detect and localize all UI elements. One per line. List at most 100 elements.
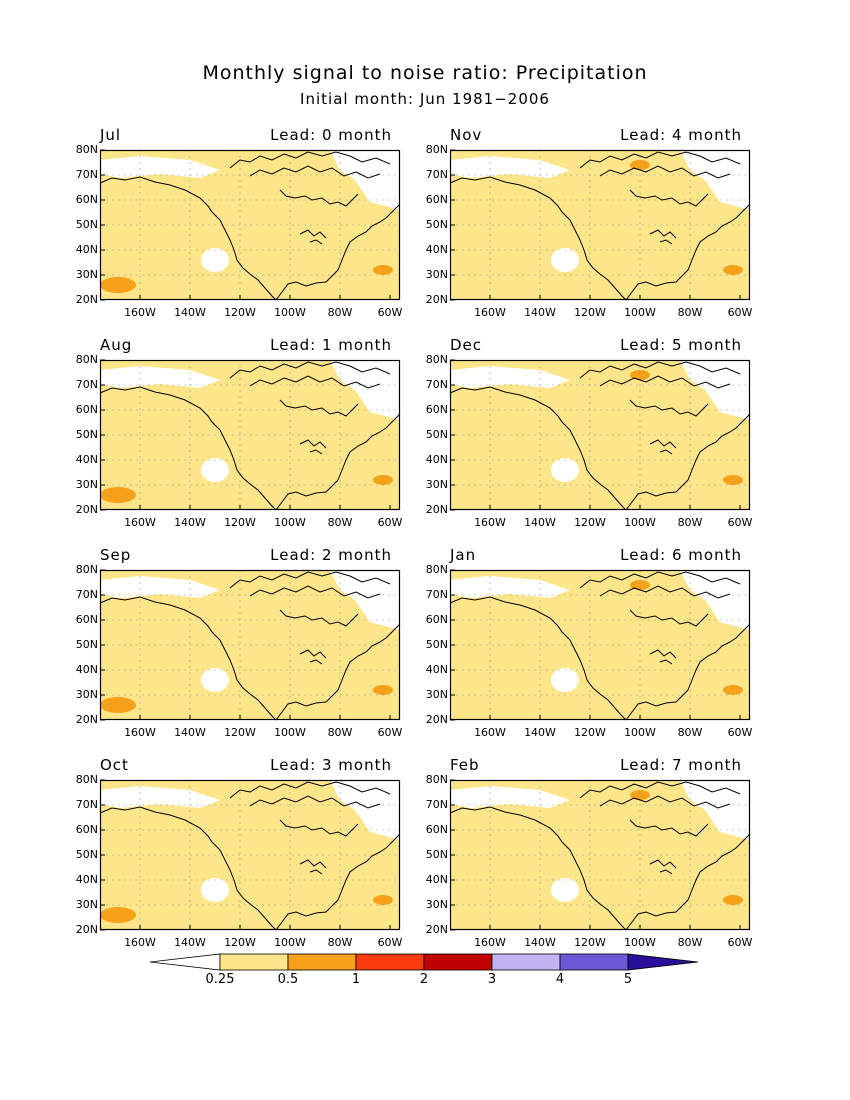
latitude-tick-label: 50N [75,218,98,231]
coastline [229,361,391,379]
coastline [275,689,339,721]
map-canvas [449,359,751,511]
high-ratio-region [100,487,136,503]
panel-month-label: Oct [100,756,129,774]
high-ratio-region [723,475,743,485]
longitude-tick-label: 160W [474,516,506,529]
coastline [449,806,627,931]
latitude-tick-label: 40N [425,243,448,256]
panel-lead-label: Lead: 3 month [270,756,392,774]
map-canvas [99,149,401,301]
low-ratio-region [100,366,220,388]
coastline [279,609,359,627]
high-ratio-region [373,475,393,485]
latitude-tick-label: 40N [425,873,448,886]
longitude-tick-label: 100W [274,936,306,949]
coastline [299,439,327,455]
coastline [337,203,401,271]
latitude-tick-label: 60N [75,613,98,626]
map-canvas [99,779,401,931]
panel-lead-label: Lead: 2 month [270,546,392,564]
colorbar-segment [559,953,629,971]
latitude-tick-label: 40N [75,873,98,886]
latitude-tick-label: 50N [75,848,98,861]
high-ratio-region [630,160,650,170]
longitude-tick-label: 80W [677,306,703,319]
low-ratio-region [680,570,750,630]
high-ratio-region [630,580,650,590]
longitude-tick-label: 80W [327,516,353,529]
coastline [629,819,709,837]
coastline [99,596,277,721]
coastline [629,609,709,627]
colorbar-tick-label: 5 [623,972,633,987]
low-ratio-region [330,360,400,420]
colorbar-segment [219,953,289,971]
panel-lead-label: Lead: 1 month [270,336,392,354]
high-ratio-region [373,685,393,695]
latitude-tick-label: 40N [75,453,98,466]
longitude-tick-label: 120W [224,726,256,739]
longitude-tick-label: 140W [174,306,206,319]
longitude-tick-label: 160W [124,726,156,739]
longitude-tick-label: 60W [377,306,403,319]
coastline [279,189,359,207]
low-ratio-region [450,786,570,808]
colorbar-tick-label: 2 [419,972,429,987]
colorbar-segment [423,953,493,971]
longitude-tick-label: 100W [624,726,656,739]
longitude-tick-label: 160W [124,516,156,529]
figure-title: Monthly signal to noise ratio: Precipita… [202,62,648,84]
longitude-tick-label: 160W [474,936,506,949]
longitude-tick-label: 80W [677,726,703,739]
longitude-tick-label: 140W [174,726,206,739]
longitude-tick-label: 120W [574,306,606,319]
latitude-tick-label: 70N [425,588,448,601]
coastline [649,859,677,875]
colorbar-tick-label: 3 [487,972,497,987]
coastline [249,165,381,179]
low-ratio-region [201,248,229,272]
latitude-tick-label: 80N [425,143,448,156]
longitude-tick-label: 120W [224,516,256,529]
colorbar-lower-extension [150,953,221,971]
panel-month-label: Sep [100,546,132,564]
map-canvas [449,569,751,721]
latitude-tick-label: 60N [425,403,448,416]
map-panel-jul: Jul Lead: 0 month 80N 70N 60N 50N 40N 30N 20N 1… [76,126,403,319]
colorbar-segment [355,953,425,971]
low-ratio-region [201,668,229,692]
latitude-tick-label: 40N [75,663,98,676]
longitude-tick-label: 140W [174,516,206,529]
low-ratio-region [551,458,579,482]
map-canvas [449,149,751,301]
coastline [279,819,359,837]
longitude-tick-label: 140W [174,936,206,949]
latitude-tick-label: 60N [75,403,98,416]
map-canvas [99,569,401,721]
latitude-tick-label: 20N [425,713,448,726]
low-ratio-region [680,780,750,840]
latitude-tick-label: 30N [75,268,98,281]
coastline [99,176,277,301]
longitude-tick-label: 120W [224,936,256,949]
latitude-tick-label: 20N [425,503,448,516]
latitude-tick-label: 70N [425,168,448,181]
coastline [337,413,401,481]
high-ratio-region [723,685,743,695]
coastline [249,795,381,809]
longitude-tick-label: 80W [677,936,703,949]
high-ratio-region [723,265,743,275]
coastline [279,399,359,417]
low-ratio-region [450,366,570,388]
coastline [629,189,709,207]
latitude-tick-label: 20N [75,713,98,726]
latitude-tick-label: 30N [75,478,98,491]
latitude-tick-label: 20N [75,293,98,306]
latitude-tick-label: 20N [75,503,98,516]
panel-lead-label: Lead: 0 month [270,126,392,144]
coastline [629,399,709,417]
latitude-tick-label: 60N [75,193,98,206]
low-ratio-region [551,668,579,692]
coastline [275,899,339,931]
